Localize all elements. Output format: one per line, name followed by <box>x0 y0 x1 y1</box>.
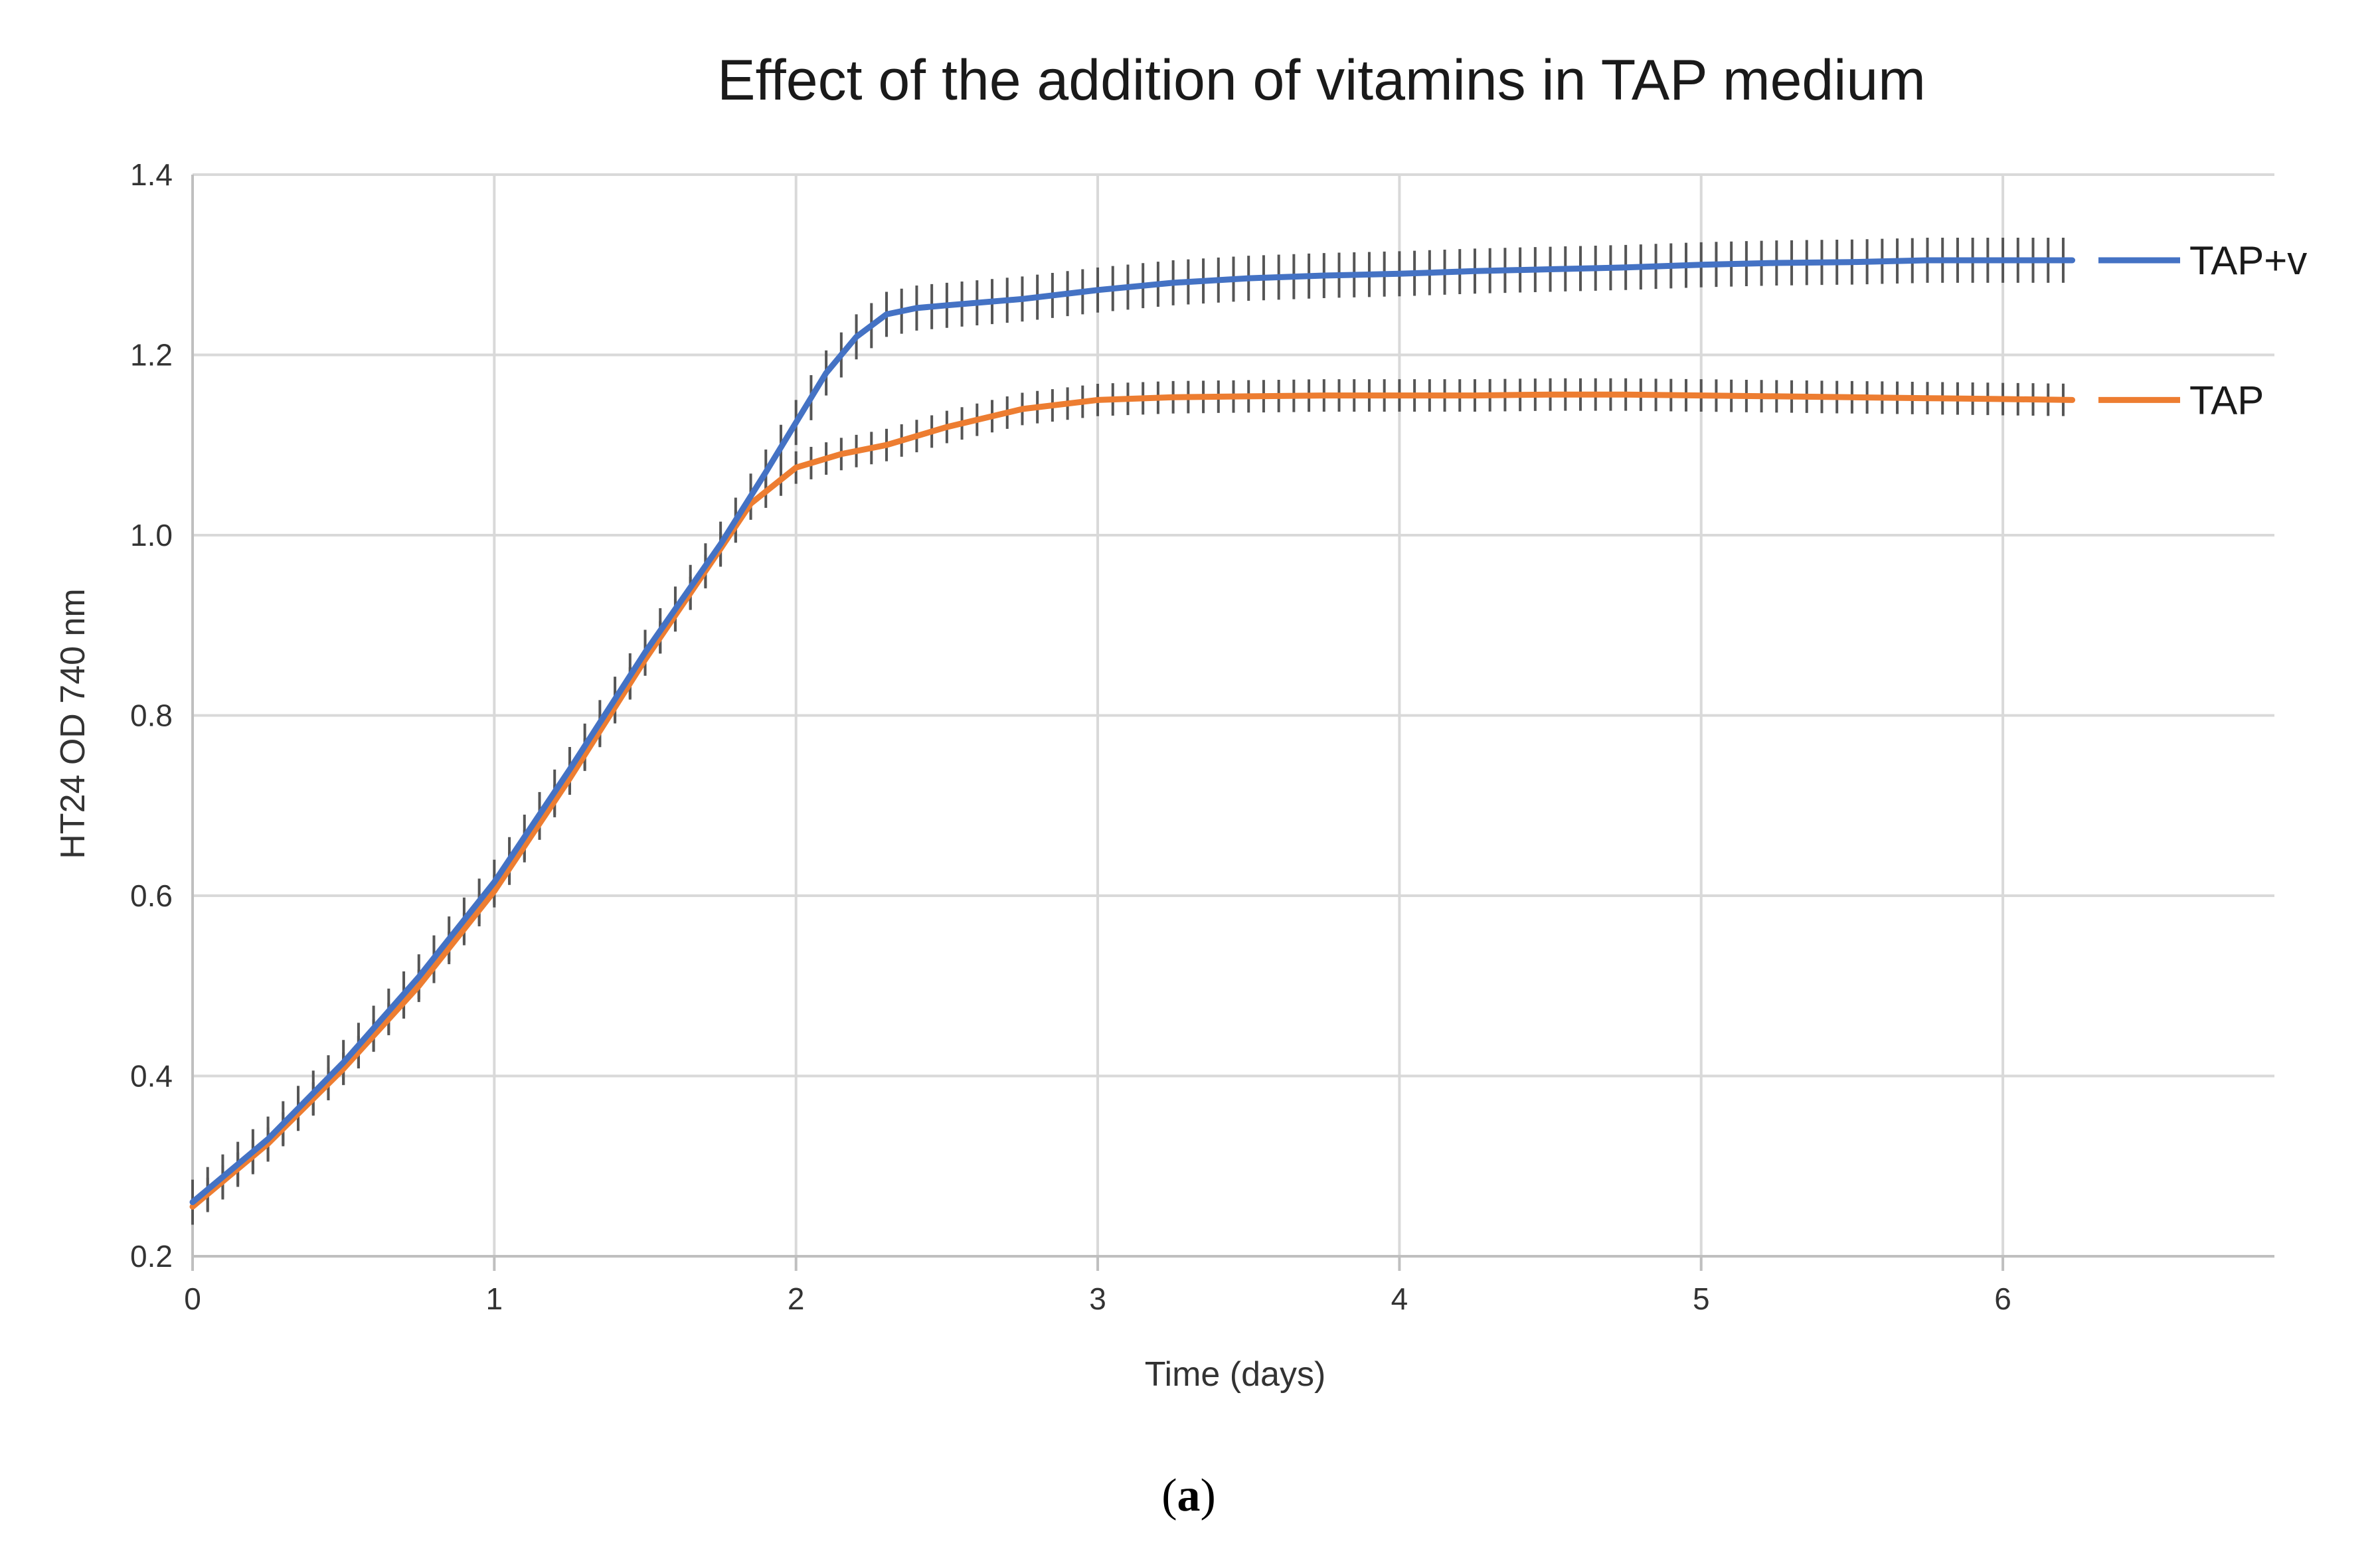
y-tick-label: 1.4 <box>130 157 173 192</box>
series-line-tap-v <box>189 257 2076 1205</box>
x-tick-label: 4 <box>1391 1281 1408 1316</box>
caption-letter: a <box>1177 1470 1201 1521</box>
series-line-tap <box>189 391 2076 1210</box>
y-tick-label: 0.4 <box>130 1059 173 1094</box>
y-tick-label: 1.0 <box>130 518 173 552</box>
x-tick-label: 6 <box>1994 1281 2011 1316</box>
caption-close-paren: ) <box>1201 1470 1216 1521</box>
y-tick-label: 0.2 <box>130 1239 173 1274</box>
x-axis-label: Time (days) <box>1145 1355 1326 1394</box>
x-tick-label: 5 <box>1693 1281 1710 1316</box>
y-tick-label: 0.8 <box>130 699 173 733</box>
tick-labels: 0.2 0.4 0.6 0.8 1.0 1.2 1.4 0 1 2 3 4 5 6 <box>130 157 2011 1316</box>
legend-label-tap-v: TAP+v <box>2189 238 2307 283</box>
x-tick-label: 0 <box>184 1281 201 1316</box>
grid <box>193 173 2274 1258</box>
legend: TAP TAP+v <box>2098 238 2307 422</box>
y-tick-label: 0.6 <box>130 878 173 913</box>
axes <box>191 175 2274 1271</box>
x-tick-label: 2 <box>788 1281 805 1316</box>
caption-open-paren: ( <box>1161 1470 1177 1521</box>
legend-label-tap: TAP <box>2189 378 2264 422</box>
series-lines <box>189 257 2076 1210</box>
x-tick-label: 1 <box>486 1281 503 1316</box>
x-tick-label: 3 <box>1089 1281 1106 1316</box>
figure-caption: (a) <box>1161 1470 1216 1521</box>
y-tick-label: 1.2 <box>130 338 173 372</box>
y-axis-label: HT24 OD 740 nm <box>54 588 92 859</box>
chart-title: Effect of the addition of vitamins in TA… <box>717 48 1926 112</box>
